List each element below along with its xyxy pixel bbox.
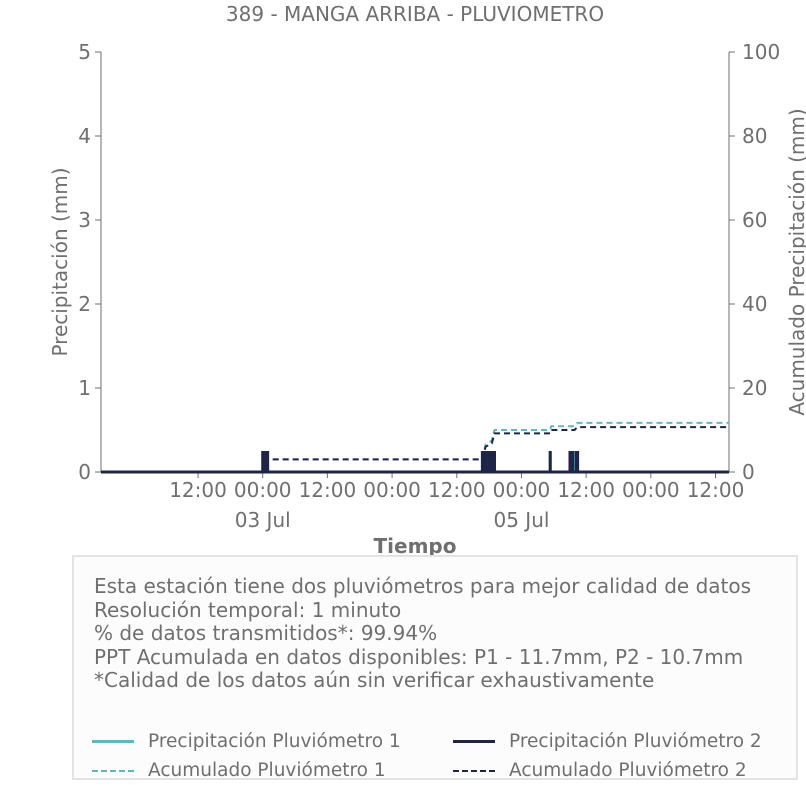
y-axis-label: Precipitación (mm) bbox=[48, 167, 72, 356]
legend-swatch bbox=[453, 740, 495, 743]
x-tick-label: 12:00 bbox=[169, 478, 227, 502]
y-tick-label: 5 bbox=[78, 40, 91, 64]
y-tick-label: 3 bbox=[78, 208, 91, 232]
legend-label: Acumulado Pluviómetro 1 bbox=[148, 760, 386, 781]
info-line: *Calidad de los datos aún sin verificar … bbox=[94, 668, 655, 693]
info-line: % de datos transmitidos*: 99.94% bbox=[94, 621, 438, 646]
x-axis-label: Tiempo bbox=[374, 534, 457, 558]
x-tick-label: 12:00 bbox=[428, 478, 486, 502]
chart-title: 389 - MANGA ARRIBA - PLUVIOMETRO bbox=[226, 2, 604, 26]
legend-label: Acumulado Pluviómetro 2 bbox=[509, 760, 747, 781]
y2-tick-label: 0 bbox=[742, 460, 755, 484]
legend-swatch bbox=[453, 769, 495, 772]
legend-item-precip-p2: Precipitación Pluviómetro 2 bbox=[453, 731, 762, 752]
y2-tick-label: 40 bbox=[742, 292, 767, 316]
chart: 389 - MANGA ARRIBA - PLUVIOMETRO Precipi… bbox=[48, 2, 806, 558]
y2-tick-label: 80 bbox=[742, 124, 767, 148]
info-line: PPT Acumulada en datos disponibles: P1 -… bbox=[94, 644, 744, 669]
info-text: Esta estación tiene dos pluviómetros par… bbox=[94, 574, 752, 693]
legend-label: Precipitación Pluviómetro 2 bbox=[509, 731, 762, 752]
x-tick-sublabel: 05 Jul bbox=[493, 508, 549, 532]
y-tick-label: 2 bbox=[78, 292, 91, 316]
y-tick-label: 1 bbox=[78, 376, 91, 400]
x-tick-label: 12:00 bbox=[687, 478, 745, 502]
y2-tick-label: 20 bbox=[742, 376, 767, 400]
series-line-acumulado bbox=[101, 421, 729, 473]
legend-item-acum-p1: Acumulado Pluviómetro 1 bbox=[92, 760, 386, 781]
y-tick-label: 0 bbox=[78, 460, 91, 484]
y-tick-label: 4 bbox=[78, 124, 91, 148]
legend-item-precip-p1: Precipitación Pluviómetro 1 bbox=[92, 731, 401, 752]
x-tick-label: 00:00 bbox=[363, 478, 421, 502]
series-line-acumulado bbox=[101, 426, 729, 473]
legend-swatch bbox=[92, 769, 134, 772]
info-line: Resolución temporal: 1 minuto bbox=[94, 597, 402, 622]
y2-tick-label: 60 bbox=[742, 208, 767, 232]
info-line: Esta estación tiene dos pluviómetros par… bbox=[94, 574, 752, 598]
x-tick-sublabel: 03 Jul bbox=[235, 508, 291, 532]
y2-axis-label: Acumulado Precipitación (mm) bbox=[785, 108, 806, 415]
legend-swatch bbox=[92, 740, 134, 743]
y2-tick-label: 100 bbox=[742, 40, 780, 64]
x-tick-label: 12:00 bbox=[299, 478, 357, 502]
x-tick-label: 00:00 bbox=[622, 478, 680, 502]
info-legend-box: Esta estación tiene dos pluviómetros par… bbox=[72, 555, 798, 781]
x-tick-label: 00:00 bbox=[493, 478, 551, 502]
legend-label: Precipitación Pluviómetro 1 bbox=[148, 731, 401, 752]
legend-item-acum-p2: Acumulado Pluviómetro 2 bbox=[453, 760, 747, 781]
x-tick-label: 00:00 bbox=[234, 478, 292, 502]
x-tick-label: 12:00 bbox=[557, 478, 615, 502]
